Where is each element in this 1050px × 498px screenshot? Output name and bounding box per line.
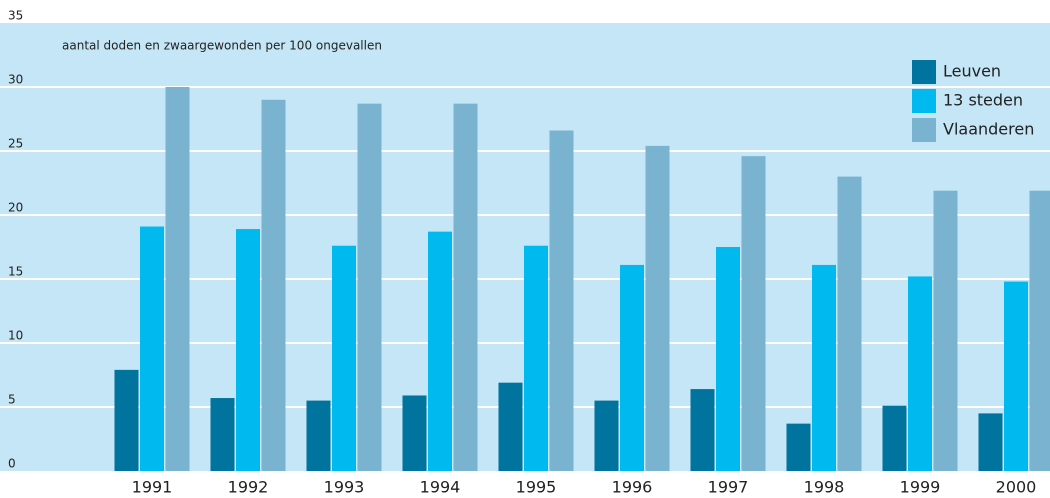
bar — [453, 103, 478, 471]
y-tick-label: 20 — [8, 201, 23, 215]
x-tick-label: 1997 — [708, 478, 749, 497]
bar — [428, 231, 452, 471]
bar — [645, 145, 670, 471]
bar — [306, 400, 331, 471]
bar — [1029, 190, 1050, 471]
bar — [882, 405, 907, 471]
y-tick-label: 15 — [8, 265, 23, 279]
bar — [594, 400, 619, 471]
bar — [908, 276, 932, 471]
bar — [236, 229, 260, 471]
x-tick-label: 1998 — [804, 478, 845, 497]
y-tick-label: 0 — [8, 457, 16, 471]
bar — [165, 87, 190, 471]
bar — [210, 398, 235, 471]
x-tick-label: 1999 — [900, 478, 941, 497]
y-tick-label: 30 — [8, 73, 23, 87]
x-tick-label: 2000 — [996, 478, 1037, 497]
legend-label: Leuven — [943, 62, 1001, 81]
bar — [620, 264, 644, 471]
bar — [812, 264, 836, 471]
bar — [498, 382, 523, 471]
bar — [1004, 281, 1028, 471]
bar — [786, 423, 811, 471]
legend-swatch — [912, 118, 936, 142]
bar — [402, 395, 427, 471]
bar — [837, 176, 862, 471]
x-tick-label: 1994 — [420, 478, 461, 497]
y-tick-label: 35 — [8, 9, 23, 23]
bar — [716, 247, 740, 471]
bar — [114, 369, 139, 471]
x-tick-label: 1992 — [228, 478, 269, 497]
bar — [741, 156, 766, 471]
bar — [357, 103, 382, 471]
legend-label: 13 steden — [943, 91, 1023, 110]
bar — [332, 245, 356, 471]
x-tick-label: 1993 — [324, 478, 365, 497]
legend-label: Vlaanderen — [943, 120, 1034, 139]
x-tick-label: 1995 — [516, 478, 557, 497]
bar — [140, 226, 164, 471]
annotation: aantal doden en zwaargewonden per 100 on… — [62, 39, 382, 53]
x-tick-label: 1991 — [132, 478, 173, 497]
bar — [549, 130, 574, 471]
bar — [524, 245, 548, 471]
legend-swatch — [912, 89, 936, 113]
x-tick-label: 1996 — [612, 478, 653, 497]
bar — [933, 190, 958, 471]
y-tick-label: 25 — [8, 137, 23, 151]
bar — [261, 99, 286, 472]
y-tick-label: 5 — [8, 393, 16, 407]
legend-swatch — [912, 60, 936, 84]
bar — [978, 413, 1003, 471]
bar — [690, 389, 715, 471]
y-tick-label: 10 — [8, 329, 23, 343]
